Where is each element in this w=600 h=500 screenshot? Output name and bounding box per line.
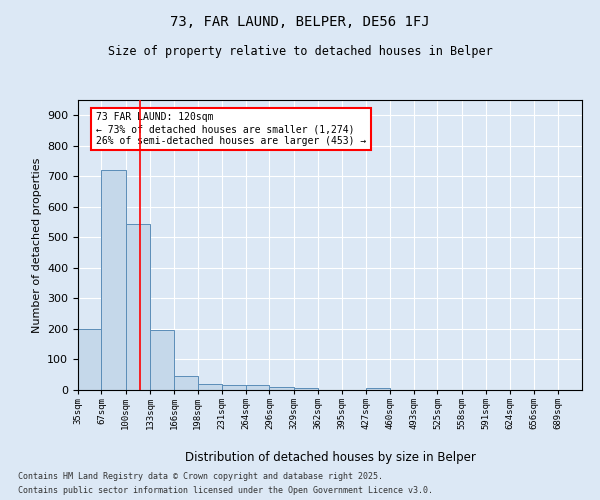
Text: 73 FAR LAUND: 120sqm
← 73% of detached houses are smaller (1,274)
26% of semi-de: 73 FAR LAUND: 120sqm ← 73% of detached h… (97, 112, 367, 146)
Bar (174, 376, 197, 390)
Bar (365, 388, 390, 390)
Bar (125, 224, 150, 390)
Bar (150, 330, 174, 390)
Text: Size of property relative to detached houses in Belper: Size of property relative to detached ho… (107, 45, 493, 58)
Bar (222, 386, 246, 390)
Bar (269, 387, 293, 390)
Text: Contains public sector information licensed under the Open Government Licence v3: Contains public sector information licen… (18, 486, 433, 495)
Y-axis label: Number of detached properties: Number of detached properties (32, 158, 41, 332)
Bar (101, 170, 125, 390)
Bar (197, 384, 222, 390)
Bar (246, 386, 269, 390)
Bar (78, 329, 101, 390)
Bar (293, 388, 318, 390)
Text: 73, FAR LAUND, BELPER, DE56 1FJ: 73, FAR LAUND, BELPER, DE56 1FJ (170, 15, 430, 29)
Text: Distribution of detached houses by size in Belper: Distribution of detached houses by size … (185, 451, 475, 464)
Text: Contains HM Land Registry data © Crown copyright and database right 2025.: Contains HM Land Registry data © Crown c… (18, 472, 383, 481)
